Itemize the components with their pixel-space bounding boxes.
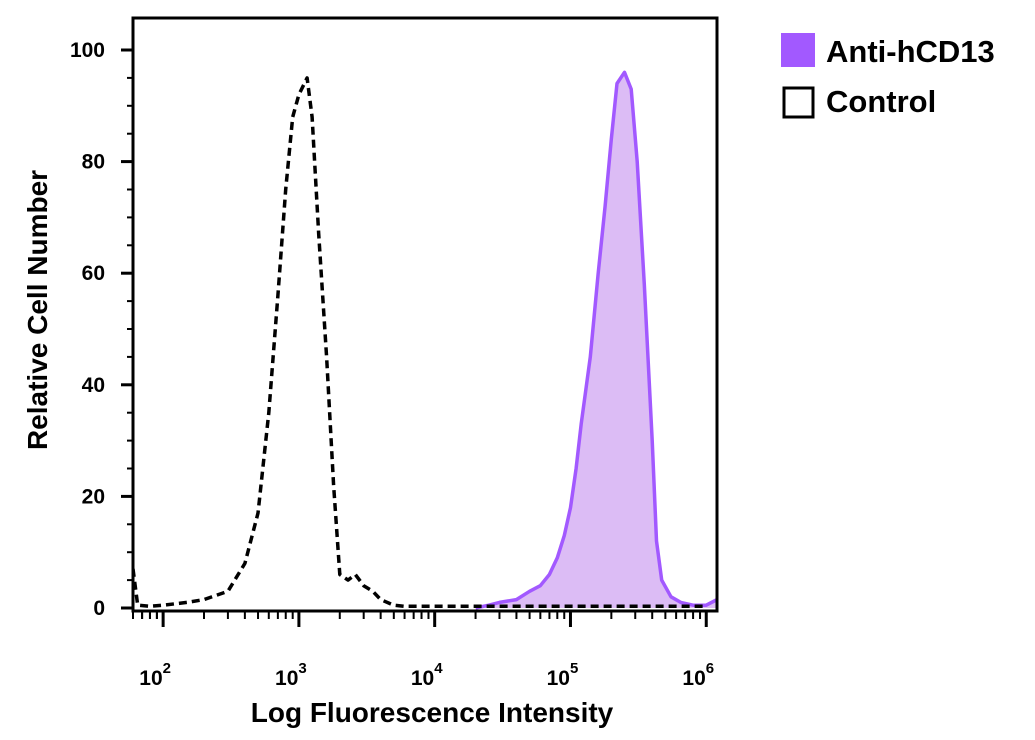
series-fill-anti-hcd13 xyxy=(475,72,717,609)
y-tick-label: 20 xyxy=(82,485,105,508)
plot-area xyxy=(131,16,719,613)
legend-label-anti-hcd13: Anti-hCD13 xyxy=(826,34,995,69)
y-tick-label: 0 xyxy=(93,597,105,620)
y-tick-label: 40 xyxy=(82,374,105,397)
plot-frame xyxy=(131,16,719,613)
y-axis-title: Relative Cell Number xyxy=(22,170,53,450)
y-tick-label: 100 xyxy=(70,39,105,62)
legend-item-anti-hcd13: Anti-hCD13 xyxy=(781,33,995,69)
legend-swatch-control xyxy=(782,86,815,119)
x-tick-exponent: 4 xyxy=(434,660,443,677)
y-tick-label: 60 xyxy=(82,262,105,285)
legend-label-control: Control xyxy=(826,84,936,119)
x-tick-label: 106 xyxy=(682,660,714,690)
x-axis-ticks: 102 103 104 105 106 xyxy=(139,611,714,690)
x-tick-exponent: 3 xyxy=(298,660,306,677)
x-tick-exponent: 6 xyxy=(706,660,714,677)
legend-item-control: Control xyxy=(782,84,936,119)
x-tick-label: 103 xyxy=(275,660,307,690)
x-tick-exponent: 5 xyxy=(570,660,578,677)
series-line-anti-hcd13 xyxy=(475,70,717,610)
series-line-control xyxy=(133,76,707,609)
x-minor-ticks xyxy=(132,611,702,619)
x-tick-label: 105 xyxy=(547,660,579,690)
y-tick-label: 80 xyxy=(82,151,105,174)
x-axis-title: Log Fluorescence Intensity xyxy=(251,697,614,728)
x-tick-label: 104 xyxy=(411,660,443,690)
x-tick-exponent: 2 xyxy=(163,660,171,677)
x-tick-label: 102 xyxy=(139,660,171,690)
legend-swatch-anti-hcd13 xyxy=(781,33,815,67)
legend: Anti-hCD13 Control xyxy=(781,33,995,119)
y-axis-ticks: 0 20 40 60 80 100 xyxy=(70,39,133,620)
